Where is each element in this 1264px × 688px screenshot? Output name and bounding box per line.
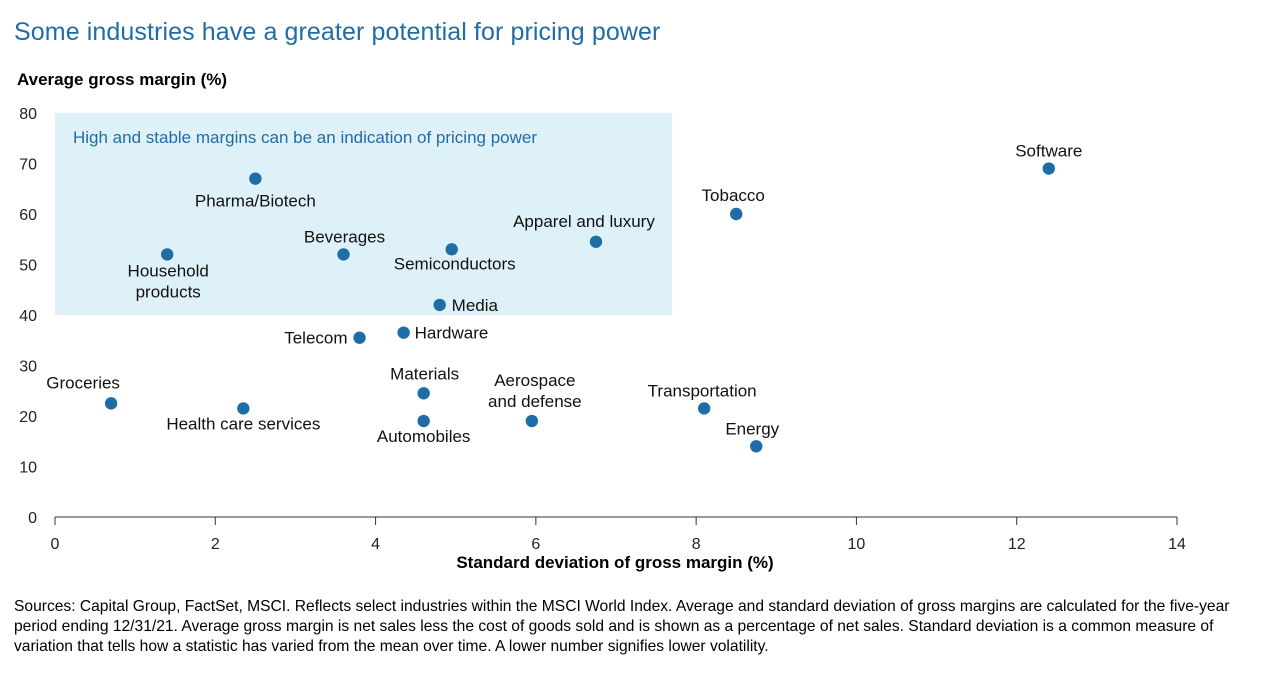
y-tick-label: 80	[19, 106, 37, 123]
data-point-label: Semiconductors	[394, 254, 516, 273]
y-axis-ticks: 0 10 20 30 40 50 60 70 80	[19, 106, 37, 527]
data-point-label: Energy	[725, 419, 779, 438]
data-point	[417, 387, 430, 400]
data-point-label: Transportation	[648, 381, 757, 400]
data-point	[397, 326, 410, 339]
data-point-label: Hardware	[415, 324, 489, 343]
y-tick-label: 60	[19, 207, 37, 224]
x-tick-label: 4	[371, 536, 380, 553]
y-tick-label: 20	[19, 409, 37, 426]
data-point	[249, 172, 262, 185]
x-axis-ticks: 0 2 4 6 8 10 12 14	[51, 517, 1186, 553]
highlight-region-label: High and stable margins can be an indica…	[73, 128, 537, 147]
data-point	[750, 440, 763, 453]
y-axis-label: Average gross margin (%)	[17, 70, 228, 89]
y-tick-label: 70	[19, 157, 37, 174]
data-point-label: Household products	[128, 261, 209, 301]
y-tick-label: 40	[19, 308, 37, 325]
data-point	[1042, 162, 1055, 175]
data-point	[417, 414, 430, 428]
x-tick-label: 2	[211, 536, 220, 553]
data-point	[433, 298, 446, 312]
data-point	[445, 243, 458, 256]
x-tick-label: 6	[531, 536, 540, 553]
data-point	[589, 235, 603, 248]
x-tick-label: 0	[51, 536, 60, 553]
data-point	[337, 248, 350, 261]
data-point	[161, 248, 174, 261]
data-point-label: Apparel and luxury	[513, 212, 655, 231]
x-axis-label: Standard deviation of gross margin (%)	[456, 553, 774, 572]
y-tick-label: 30	[19, 359, 37, 376]
x-tick-label: 12	[1008, 536, 1026, 553]
data-point-label: Automobiles	[377, 427, 471, 446]
data-point-label: Materials	[390, 364, 459, 383]
data-points	[104, 162, 1055, 453]
data-point-label: Media	[452, 296, 499, 315]
data-point-label: Software	[1015, 142, 1082, 161]
data-point-label: Groceries	[46, 373, 120, 392]
data-point	[525, 414, 539, 428]
chart-title: Some industries have a greater potential…	[14, 18, 661, 46]
data-point-label: Beverages	[304, 227, 385, 246]
data-point	[353, 331, 366, 344]
x-tick-label: 10	[848, 536, 866, 553]
data-point	[237, 402, 250, 415]
y-tick-label: 50	[19, 258, 37, 275]
sources-note: Sources: Capital Group, FactSet, MSCI. R…	[14, 598, 1230, 655]
data-point-label: Pharma/Biotech	[195, 192, 316, 211]
data-point	[697, 402, 711, 415]
y-tick-label: 0	[28, 510, 37, 527]
data-point-labels: Software Tobacco Pharma/Biotech Apparel and…	[46, 142, 1082, 446]
x-tick-label: 8	[692, 536, 701, 553]
x-tick-label: 14	[1168, 536, 1186, 553]
data-point-label: Health care services	[166, 414, 320, 433]
data-point-label: Aerospace and defense	[488, 371, 582, 411]
data-point-label: Tobacco	[702, 186, 765, 205]
highlight-region	[55, 113, 673, 315]
data-point	[104, 397, 118, 410]
data-point	[730, 207, 743, 221]
data-point-label: Telecom	[284, 329, 347, 348]
y-tick-label: 10	[19, 460, 37, 477]
